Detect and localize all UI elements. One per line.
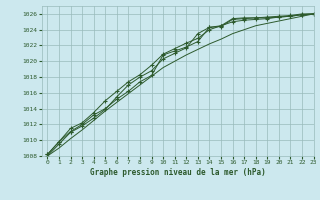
X-axis label: Graphe pression niveau de la mer (hPa): Graphe pression niveau de la mer (hPa) — [90, 168, 266, 177]
